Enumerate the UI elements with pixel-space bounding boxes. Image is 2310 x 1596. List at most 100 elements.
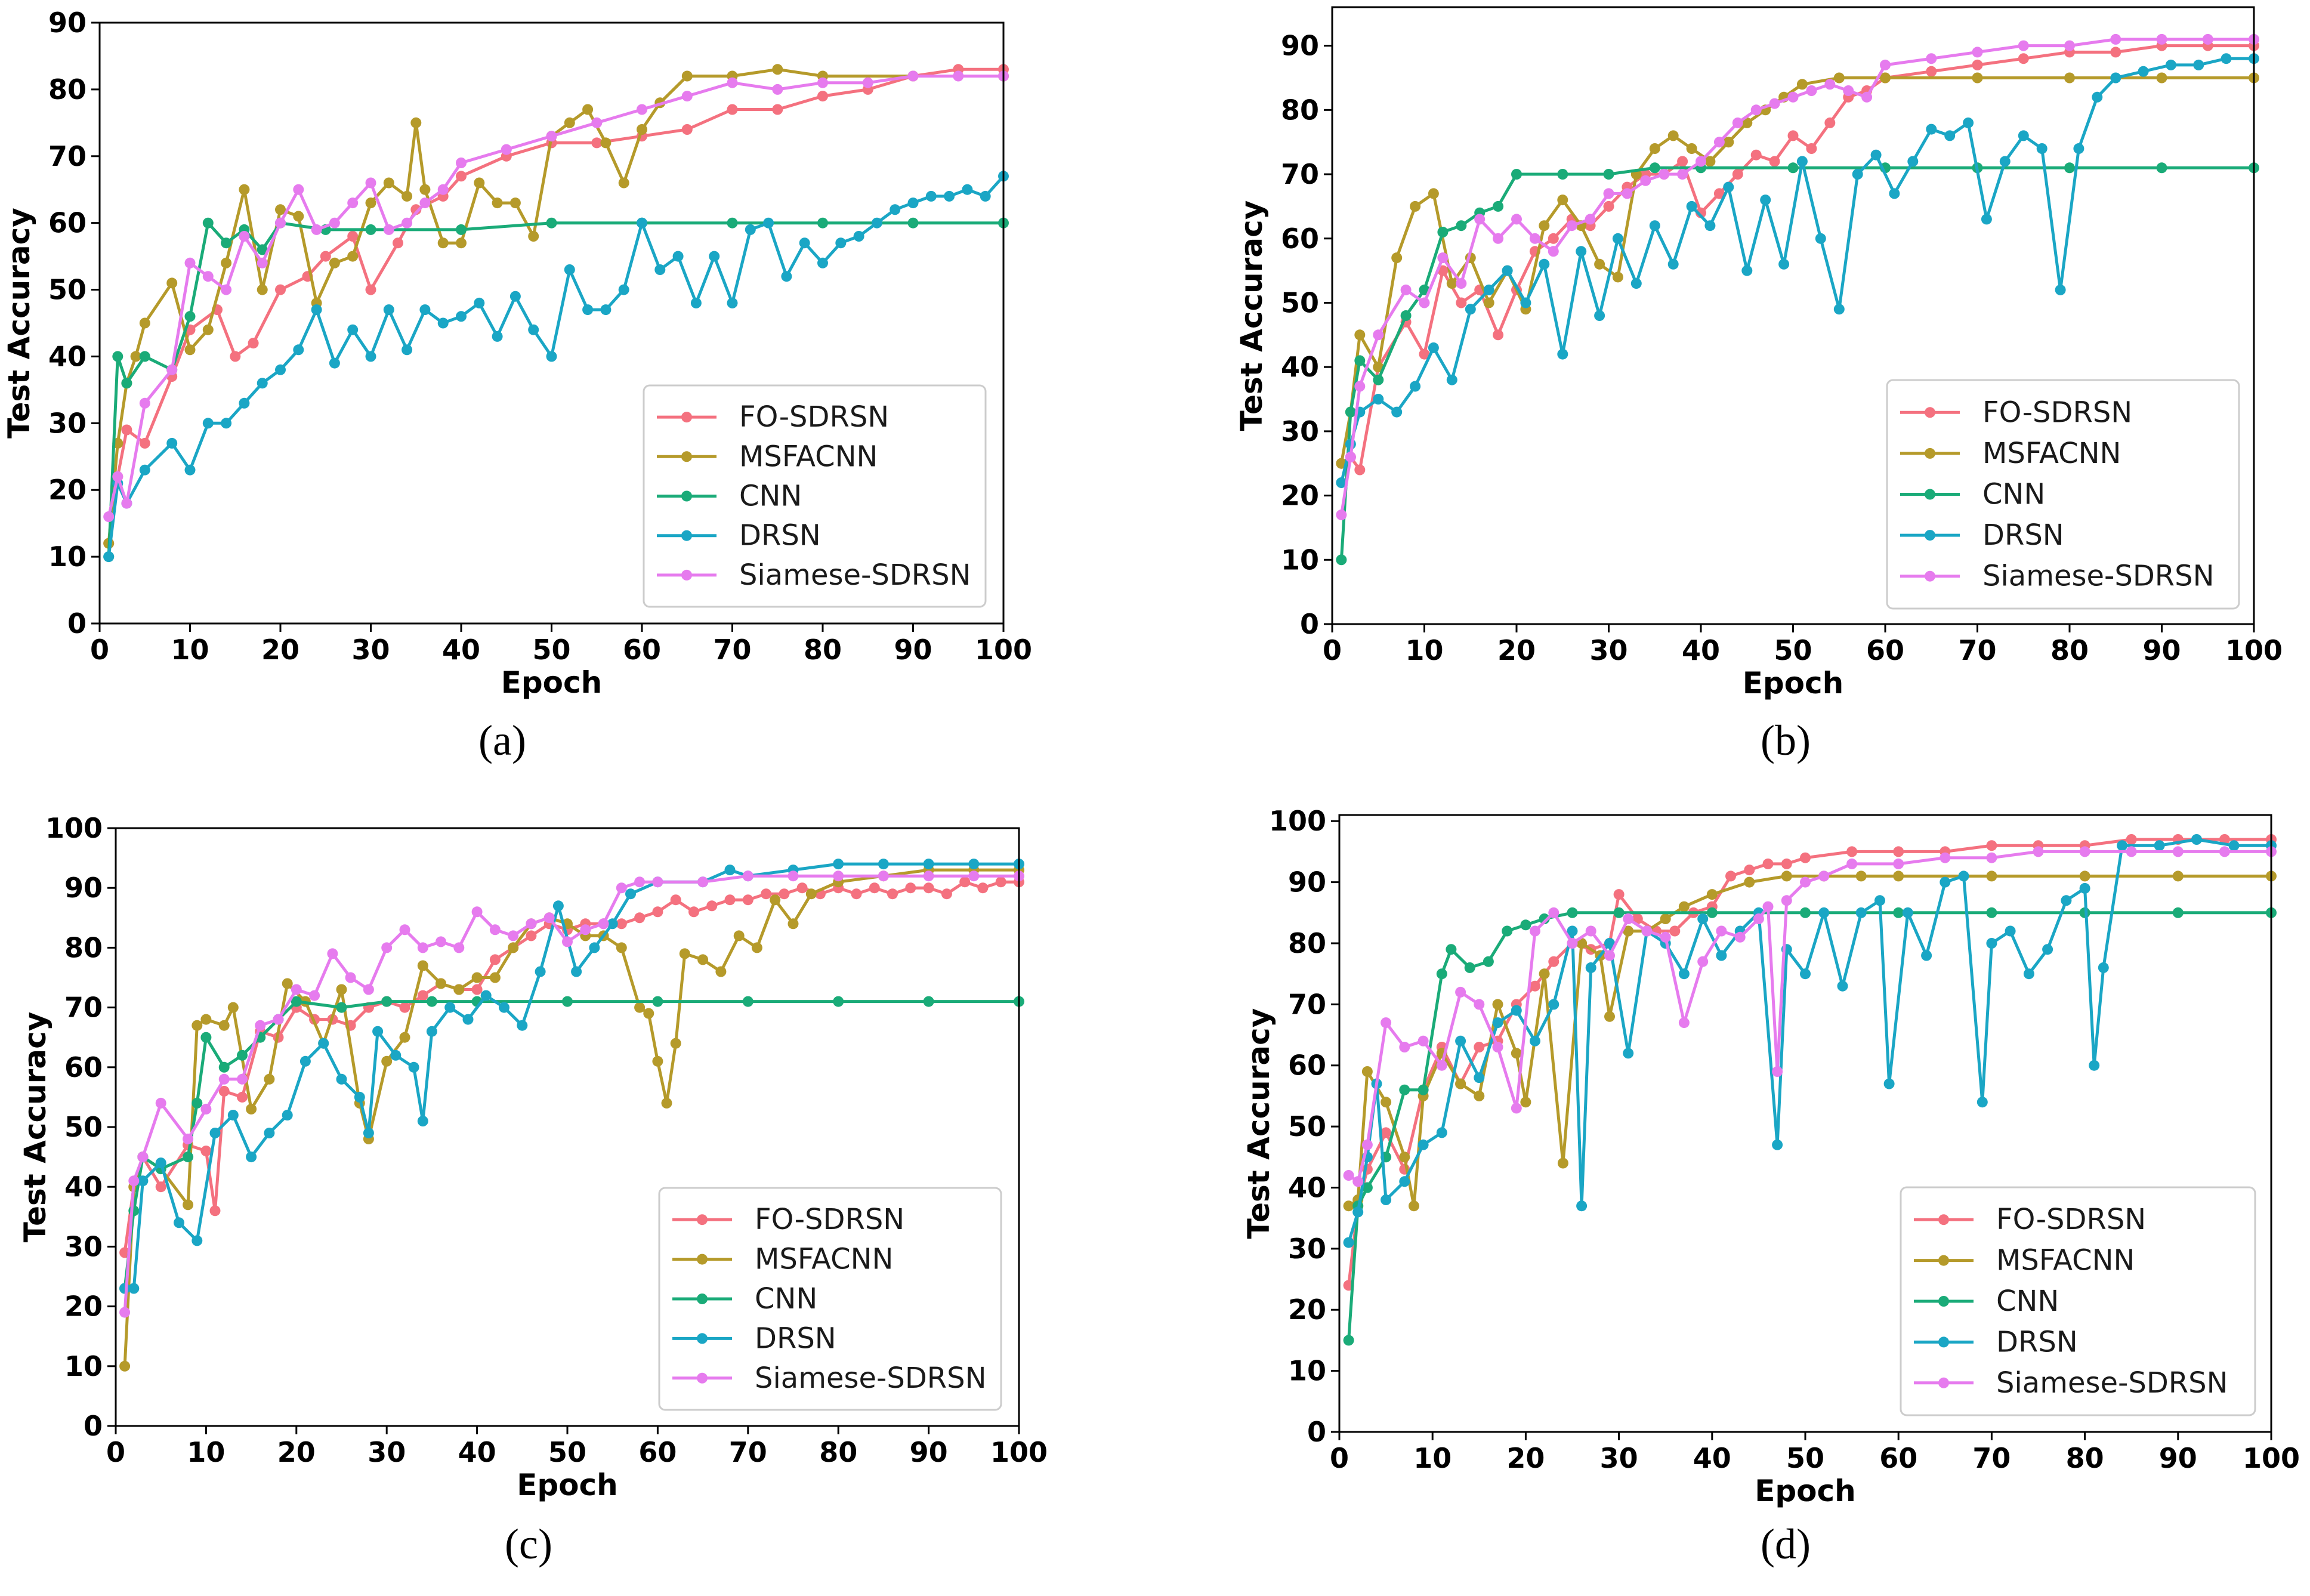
data-point: [480, 990, 492, 1001]
data-point: [2219, 846, 2230, 857]
legend-label: DRSN: [1982, 518, 2064, 552]
data-point: [1455, 986, 1466, 998]
data-point: [697, 954, 709, 965]
x-tick-label: 0: [106, 1436, 125, 1468]
data-point: [2098, 962, 2109, 973]
data-point: [1855, 870, 1867, 882]
series-msfacnn: [103, 64, 1009, 549]
data-point: [1373, 329, 1384, 341]
y-tick-label: 60: [1281, 223, 1319, 255]
x-tick-label: 80: [2066, 1442, 2104, 1474]
data-point: [796, 882, 808, 894]
data-point: [980, 190, 991, 202]
data-point: [184, 344, 196, 356]
data-point: [1818, 870, 1830, 882]
y-tick-label: 20: [64, 1291, 103, 1323]
data-point: [402, 190, 413, 202]
y-tick-label: 100: [45, 812, 103, 844]
data-point: [1843, 85, 1854, 96]
data-point: [1732, 169, 1743, 180]
data-point: [1399, 1176, 1410, 1187]
data-point: [320, 251, 331, 262]
data-point: [410, 204, 422, 215]
data-point: [1893, 907, 1904, 918]
data-point: [200, 1032, 212, 1043]
data-point: [1623, 913, 1634, 924]
data-point: [1769, 156, 1780, 167]
data-point: [264, 1128, 275, 1138]
y-tick-label: 0: [1307, 1416, 1326, 1448]
data-point: [273, 1014, 284, 1025]
data-point: [1428, 342, 1439, 353]
data-point: [275, 204, 286, 215]
series-line-msfacnn: [107, 67, 1003, 544]
data-point: [1772, 1139, 1783, 1150]
data-point: [1725, 870, 1736, 882]
data-point: [618, 284, 629, 295]
data-point: [944, 190, 955, 202]
y-tick-label: 30: [1288, 1233, 1326, 1265]
legend-marker: [1925, 489, 1935, 500]
data-point: [1381, 1017, 1392, 1029]
legend-item-drsn: DRSN: [657, 519, 821, 552]
data-point: [1787, 162, 1799, 174]
data-point: [363, 984, 374, 995]
y-tick-label: 0: [84, 1410, 103, 1442]
data-point: [781, 271, 792, 282]
legend-item-drsn: DRSN: [672, 1322, 836, 1355]
data-point: [681, 124, 693, 135]
data-point: [890, 204, 901, 215]
data-point: [200, 1146, 212, 1157]
data-point: [1893, 858, 1904, 869]
x-tick-label: 10: [187, 1436, 225, 1468]
data-point: [2172, 870, 2184, 882]
legend-box: [1900, 1186, 2256, 1416]
legend: FO-SDRSN MSFACNN CNN DRSN Siamese-SDRSN: [643, 384, 987, 608]
data-point: [1972, 47, 1983, 58]
data-point: [1456, 297, 1467, 308]
data-point: [1678, 968, 1690, 980]
x-tick-label: 30: [1600, 1442, 1638, 1474]
data-point: [1704, 220, 1716, 231]
data-point: [2138, 66, 2149, 77]
data-point: [1750, 104, 1762, 116]
data-point: [1800, 968, 1811, 980]
legend-label: Siamese-SDRSN: [755, 1362, 987, 1395]
legend-marker: [681, 530, 692, 541]
legend-label: CNN: [739, 480, 802, 513]
data-point: [183, 1199, 194, 1211]
data-point: [221, 284, 232, 295]
data-point: [183, 1152, 194, 1163]
y-tick-label: 70: [48, 140, 87, 172]
x-tick-label: 70: [713, 634, 751, 666]
x-tick-label: 90: [2142, 634, 2181, 666]
x-tick-label: 80: [819, 1436, 857, 1468]
data-point: [209, 1205, 221, 1217]
data-point: [381, 1055, 393, 1067]
data-point: [1594, 258, 1605, 270]
data-point: [1883, 1078, 1895, 1089]
data-point: [1418, 1035, 1429, 1046]
data-point: [1474, 1072, 1485, 1083]
data-point: [237, 1091, 248, 1103]
data-point: [1741, 117, 1753, 128]
x-tick-label: 100: [975, 634, 1032, 666]
data-point: [907, 70, 919, 82]
chart-panel-3: 0 10 20 30 40 50 60 70 80 90 100 0 10 20 30 40 50 60 70 80 9…: [18, 812, 1048, 1568]
data-point: [1796, 79, 1808, 90]
data-point: [237, 1073, 248, 1085]
data-point: [1750, 149, 1762, 160]
data-point: [2079, 882, 2090, 894]
data-point: [1926, 66, 1937, 77]
data-point: [833, 859, 844, 870]
data-point: [383, 304, 394, 316]
data-point: [1399, 1042, 1410, 1052]
data-point: [634, 912, 646, 924]
legend-marker: [1938, 1296, 1949, 1307]
data-point: [2165, 59, 2176, 70]
data-point: [1539, 220, 1550, 231]
data-point: [1649, 143, 1660, 154]
data-point: [471, 984, 483, 995]
data-point: [968, 859, 980, 870]
data-point: [1852, 169, 1863, 180]
